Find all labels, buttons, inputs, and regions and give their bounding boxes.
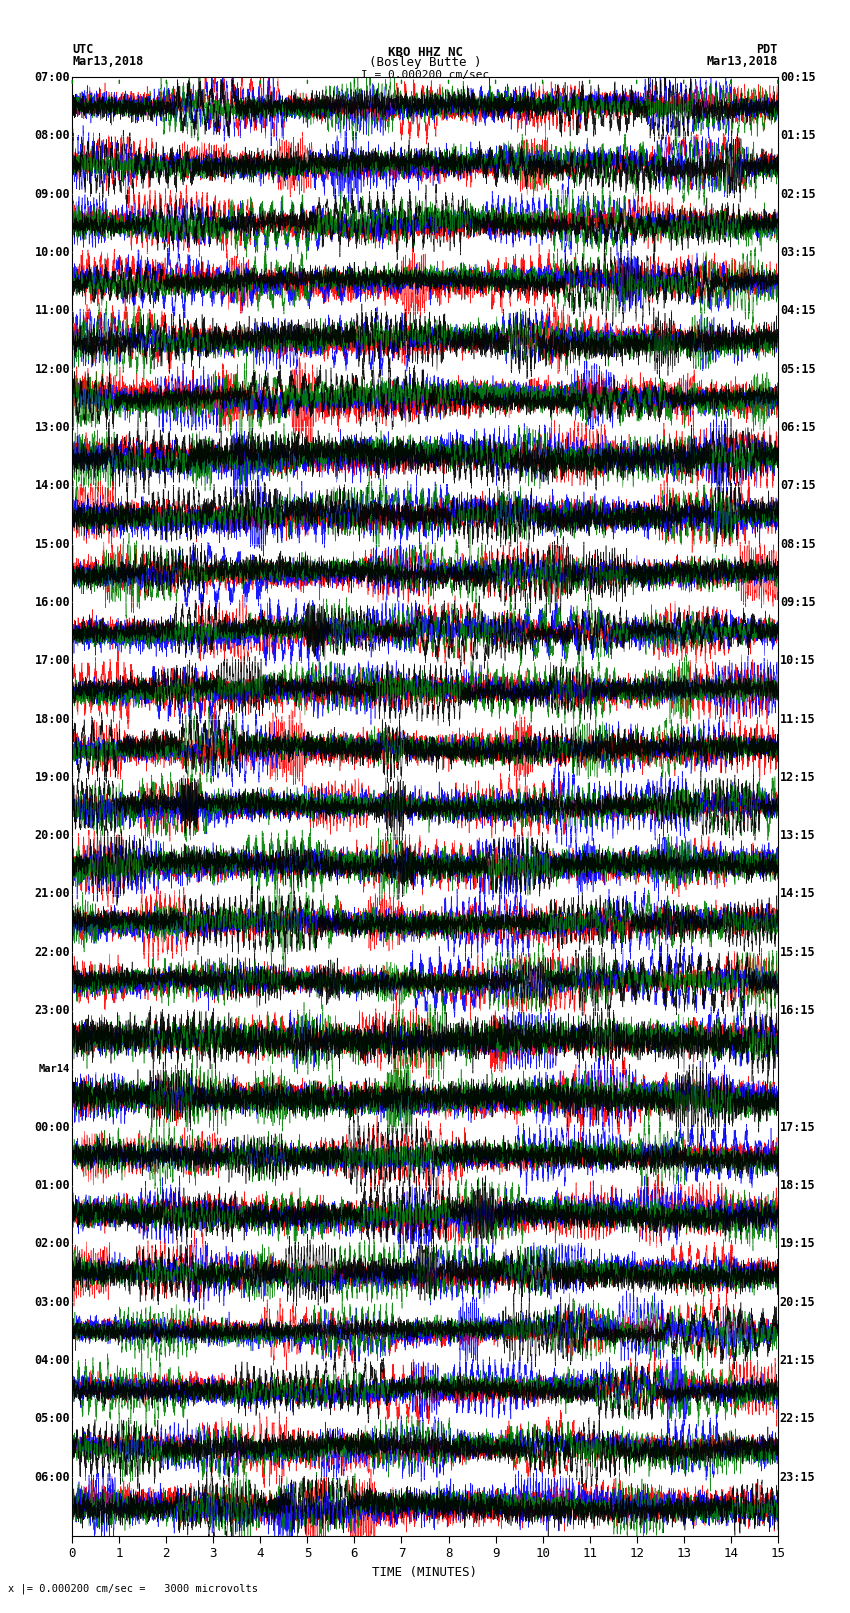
Text: 06:00: 06:00 bbox=[35, 1471, 71, 1484]
Text: 01:00: 01:00 bbox=[35, 1179, 71, 1192]
Text: Mar13,2018: Mar13,2018 bbox=[72, 55, 144, 68]
Text: 21:00: 21:00 bbox=[35, 887, 71, 900]
Text: 10:00: 10:00 bbox=[35, 245, 71, 260]
Text: 16:15: 16:15 bbox=[779, 1005, 815, 1018]
Text: 03:15: 03:15 bbox=[779, 245, 815, 260]
Text: UTC: UTC bbox=[72, 44, 94, 56]
Text: 09:00: 09:00 bbox=[35, 187, 71, 200]
Text: 02:00: 02:00 bbox=[35, 1237, 71, 1250]
Text: 13:00: 13:00 bbox=[35, 421, 71, 434]
Text: (Bosley Butte ): (Bosley Butte ) bbox=[369, 56, 481, 69]
Text: 14:00: 14:00 bbox=[35, 479, 71, 492]
Text: 04:00: 04:00 bbox=[35, 1353, 71, 1368]
Text: 12:00: 12:00 bbox=[35, 363, 71, 376]
Text: 15:15: 15:15 bbox=[779, 945, 815, 958]
Text: 00:00: 00:00 bbox=[35, 1121, 71, 1134]
Text: 12:15: 12:15 bbox=[779, 771, 815, 784]
Text: 05:15: 05:15 bbox=[779, 363, 815, 376]
Text: 18:00: 18:00 bbox=[35, 713, 71, 726]
Text: 07:15: 07:15 bbox=[779, 479, 815, 492]
Text: 06:15: 06:15 bbox=[779, 421, 815, 434]
Text: 08:15: 08:15 bbox=[779, 537, 815, 550]
Text: 15:00: 15:00 bbox=[35, 537, 71, 550]
Text: 22:00: 22:00 bbox=[35, 945, 71, 958]
Text: Mar13,2018: Mar13,2018 bbox=[706, 55, 778, 68]
Text: 17:15: 17:15 bbox=[779, 1121, 815, 1134]
Text: 05:00: 05:00 bbox=[35, 1413, 71, 1426]
Text: 19:15: 19:15 bbox=[779, 1237, 815, 1250]
Text: 04:15: 04:15 bbox=[779, 305, 815, 318]
Text: Mar14: Mar14 bbox=[39, 1065, 71, 1074]
Text: KBO HHZ NC: KBO HHZ NC bbox=[388, 45, 462, 58]
Text: 10:15: 10:15 bbox=[779, 655, 815, 668]
Text: 18:15: 18:15 bbox=[779, 1179, 815, 1192]
Text: PDT: PDT bbox=[756, 44, 778, 56]
Text: 02:15: 02:15 bbox=[779, 187, 815, 200]
Text: 22:15: 22:15 bbox=[779, 1413, 815, 1426]
Text: x |= 0.000200 cm/sec =   3000 microvolts: x |= 0.000200 cm/sec = 3000 microvolts bbox=[8, 1582, 258, 1594]
Text: 21:15: 21:15 bbox=[779, 1353, 815, 1368]
Text: 20:15: 20:15 bbox=[779, 1295, 815, 1308]
Text: 03:00: 03:00 bbox=[35, 1295, 71, 1308]
Text: 09:15: 09:15 bbox=[779, 595, 815, 608]
Text: 23:00: 23:00 bbox=[35, 1005, 71, 1018]
Text: 14:15: 14:15 bbox=[779, 887, 815, 900]
Text: I = 0.000200 cm/sec: I = 0.000200 cm/sec bbox=[361, 69, 489, 79]
Text: 00:15: 00:15 bbox=[779, 71, 815, 84]
Text: 23:15: 23:15 bbox=[779, 1471, 815, 1484]
X-axis label: TIME (MINUTES): TIME (MINUTES) bbox=[372, 1566, 478, 1579]
Text: 11:00: 11:00 bbox=[35, 305, 71, 318]
Text: 19:00: 19:00 bbox=[35, 771, 71, 784]
Text: 07:00: 07:00 bbox=[35, 71, 71, 84]
Text: 08:00: 08:00 bbox=[35, 129, 71, 142]
Text: 11:15: 11:15 bbox=[779, 713, 815, 726]
Text: 20:00: 20:00 bbox=[35, 829, 71, 842]
Text: 13:15: 13:15 bbox=[779, 829, 815, 842]
Text: 17:00: 17:00 bbox=[35, 655, 71, 668]
Text: 16:00: 16:00 bbox=[35, 595, 71, 608]
Text: 01:15: 01:15 bbox=[779, 129, 815, 142]
